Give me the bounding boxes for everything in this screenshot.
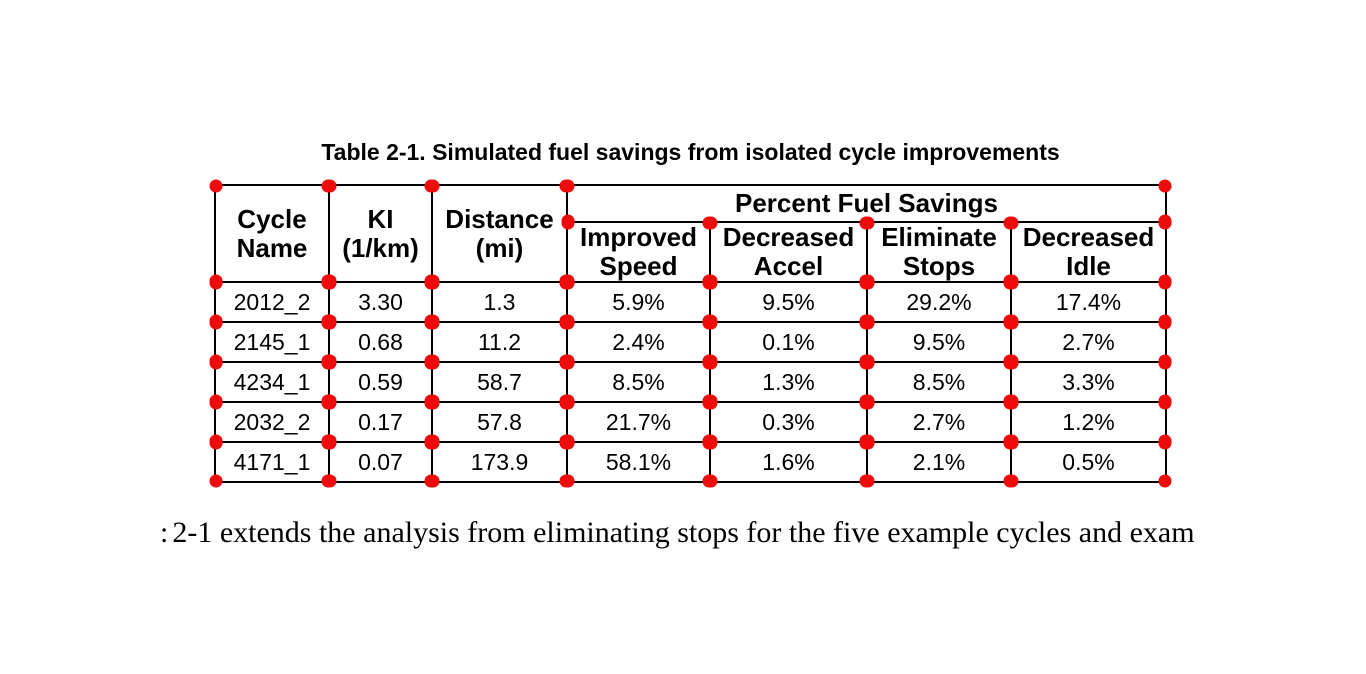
red-dot-marker-icon (209, 179, 223, 193)
cell-cycle-name: 2032_2 (209, 396, 335, 448)
header-line: Decreased (722, 222, 855, 252)
cell-distance: 57.8 (426, 396, 573, 448)
cell-decreased-idle: 2.7% (1005, 316, 1172, 368)
header-line: Distance (445, 203, 554, 234)
cell-cycle-name: 2145_1 (209, 316, 335, 368)
cell-distance: 1.3 (426, 276, 573, 328)
cell-decreased-idle: 1.2% (1005, 396, 1172, 448)
cell-decreased-accel: 1.6% (704, 436, 873, 488)
cell-cycle-name: 2012_2 (209, 276, 335, 328)
col-header-decreased-accel: Decreased Accel (704, 216, 873, 288)
table-row: 2145_1 0.68 11.2 2.4% 0.1% 9.5% 2.7% (209, 316, 1172, 368)
cell-ki: 0.17 (323, 396, 438, 448)
cell-improved-speed: 21.7% (561, 396, 716, 448)
cell-decreased-accel: 0.3% (704, 396, 873, 448)
col-header-decreased-idle: Decreased Idle (1005, 216, 1172, 288)
cell-decreased-idle: 3.3% (1005, 356, 1172, 408)
cell-eliminate-stops: 29.2% (861, 276, 1017, 328)
red-dot-marker-icon (1158, 474, 1172, 488)
clipped-glyph: : (160, 516, 169, 549)
header-line: Eliminate (881, 222, 997, 252)
red-dot-marker-icon (209, 474, 223, 488)
body-text: :2-1 extends the analysis from eliminati… (160, 516, 1195, 550)
cell-improved-speed: 2.4% (561, 316, 716, 368)
cell-improved-speed: 5.9% (561, 276, 716, 328)
red-dot-marker-icon (1158, 179, 1172, 193)
cell-decreased-idle: 0.5% (1005, 436, 1172, 488)
header-row-sub: Improved Speed Decreased Accel Eliminate… (215, 216, 1172, 288)
col-header-eliminate-stops: Eliminate Stops (861, 216, 1017, 288)
header-row-group: Cycle Name KI (1/km) Distance (mi) Perce… (209, 179, 1172, 288)
cell-ki: 0.68 (323, 316, 438, 368)
cell-eliminate-stops: 9.5% (861, 316, 1017, 368)
col-header-improved-speed: Improved Speed (561, 216, 716, 288)
header-line: Cycle (237, 203, 307, 234)
cell-eliminate-stops: 2.1% (861, 436, 1017, 488)
cell-cycle-name: 4234_1 (209, 356, 335, 408)
header-line: KI (367, 203, 394, 234)
header-line: Decreased (1022, 222, 1155, 252)
cell-distance: 173.9 (426, 436, 573, 488)
cell-eliminate-stops: 8.5% (861, 356, 1017, 408)
header-line: Accel (753, 251, 824, 281)
header-line: (1/km) (342, 232, 419, 263)
cell-decreased-idle: 17.4% (1005, 276, 1172, 328)
cell-ki: 0.59 (323, 356, 438, 408)
header-line: Idle (1066, 251, 1111, 281)
cell-cycle-name: 4171_1 (209, 436, 335, 488)
cell-ki: 0.07 (323, 436, 438, 488)
cell-distance: 11.2 (426, 316, 573, 368)
col-header-ki: KI (1/km) (323, 179, 438, 288)
cell-decreased-accel: 0.1% (704, 316, 873, 368)
cell-improved-speed: 58.1% (561, 436, 716, 488)
table-row: 2012_2 3.30 1.3 5.9% 9.5% 29.2% 17.4% (209, 276, 1172, 328)
header-line: Speed (599, 251, 678, 281)
cell-ki: 3.30 (323, 276, 438, 328)
cell-distance: 58.7 (426, 356, 573, 408)
col-header-distance: Distance (mi) (426, 179, 573, 288)
header-line: Improved (579, 222, 698, 252)
col-group-header-percent-fuel-savings: Percent Fuel Savings (561, 179, 1172, 228)
col-header-cycle-name: Cycle Name (209, 179, 335, 288)
table-row: 4171_1 0.07 173.9 58.1% 1.6% 2.1% 0.5% (209, 436, 1172, 488)
table-title: Table 2-1. Simulated fuel savings from i… (321, 139, 1060, 165)
header-line: Stops (902, 251, 976, 281)
cell-decreased-accel: 1.3% (704, 356, 873, 408)
fuel-savings-table: Cycle Name KI (1/km) Distance (mi) Perce… (209, 179, 1172, 488)
header-line: Name (236, 232, 308, 263)
cell-eliminate-stops: 2.7% (861, 396, 1017, 448)
table-row: 2032_2 0.17 57.8 21.7% 0.3% 2.7% 1.2% (209, 396, 1172, 448)
table-row: 4234_1 0.59 58.7 8.5% 1.3% 8.5% 3.3% (209, 356, 1172, 408)
cell-decreased-accel: 9.5% (704, 276, 873, 328)
body-sentence: 2-1 extends the analysis from eliminatin… (172, 516, 1195, 549)
cell-improved-speed: 8.5% (561, 356, 716, 408)
header-line: (mi) (475, 232, 524, 263)
